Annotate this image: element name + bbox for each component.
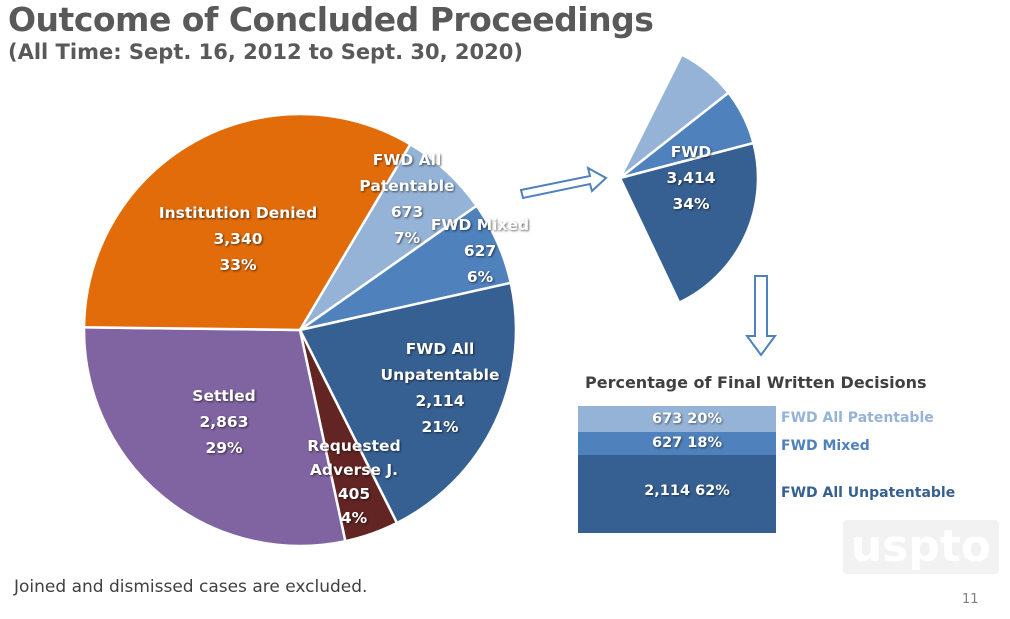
main-pie [82,112,518,548]
slide-subtitle: (All Time: Sept. 16, 2012 to Sept. 30, 2… [8,40,523,64]
down-arrow-icon [745,275,777,357]
right-arrow-icon [519,166,608,200]
slide-title: Outcome of Concluded Proceedings [8,0,654,39]
pie-slice-settled [82,326,347,548]
uspto-logo: uspto [843,520,999,574]
bar-segment-fwd-mixed: 627 18% [578,432,776,455]
bar-segment-fwd-all-unpatentable: 2,114 62% [578,455,776,533]
bar-segment-fwd-all-patentable: 673 20% [578,406,776,432]
slice-label-institution-denied: Institution Denied 3,340 33% [158,204,318,274]
bar-title: Percentage of Final Written Decisions [585,373,927,392]
legend-fwd-all-unpatentable: FWD All Unpatentable [781,485,956,501]
breakout-label-fwd: FWD 3,414 34% [666,143,716,213]
legend-fwd-mixed: FWD Mixed [781,438,870,454]
slice-label-fwd-mixed: FWD Mixed 627 6% [430,216,530,286]
pie-slice-institution-denied [82,112,412,332]
page-number: 11 [962,592,979,607]
footnote: Joined and dismissed cases are excluded. [14,577,368,597]
legend-fwd-all-patentable: FWD All Patentable [781,410,934,426]
fwd-breakout-pie [618,52,760,305]
slice-label-requested-adverse: Requested Adverse J. 405 4% [307,437,401,527]
pie-slice-fwd-all-unpatentable [298,281,518,525]
breakout-slice-fwd-all-unpatentable [618,141,760,305]
slice-label-fwd-all-patentable: FWD All Patentable 673 7% [359,151,455,247]
slice-label-fwd-all-unpatentable: FWD All Unpatentable 2,114 21% [380,340,500,436]
slice-label-settled: Settled 2,863 29% [192,387,256,457]
